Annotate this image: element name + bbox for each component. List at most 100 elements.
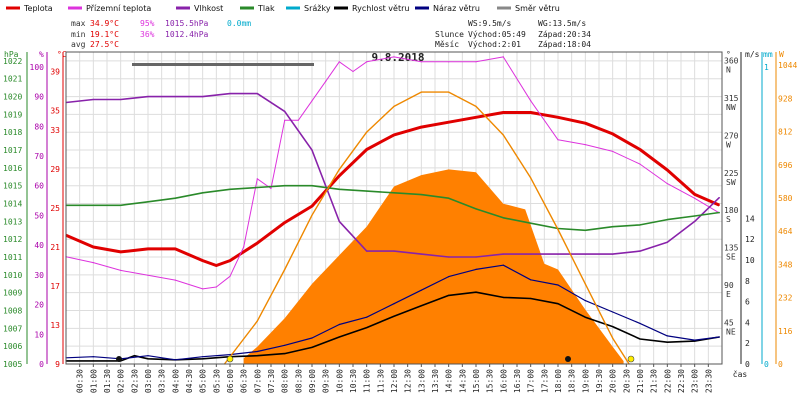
series-5-point-6: [229, 354, 231, 356]
temperature-tick-3: 21: [50, 243, 60, 252]
x-tick-28: 14:30: [458, 369, 467, 393]
series-5-point-17: [530, 279, 532, 281]
legend-label-1: Přízemní teplota: [86, 4, 151, 13]
wind-tick-0: 0: [745, 360, 750, 369]
stats-block: max 34.9°C 95% 1015.5hPa 0.0mm min 19.1°…: [71, 19, 251, 49]
series-1-point-13: [311, 100, 313, 102]
pressure-tick-1: 1006: [3, 342, 22, 351]
markers-layer: [116, 63, 635, 363]
series-7-point-6: [393, 105, 395, 107]
x-tick-13: 07:00: [253, 369, 262, 393]
legend: Teplota Přízemní teplota Vlhkost Tlak Srážky…: [6, 4, 560, 13]
direction-tick-7: 360: [724, 56, 739, 65]
x-tick-23: 12:00: [390, 369, 399, 393]
x-tick-8: 04:30: [185, 369, 194, 393]
rain-axis-unit: mm: [763, 50, 773, 59]
x-tick-40: 20:30: [622, 369, 631, 393]
x-tick-31: 16:00: [499, 369, 508, 393]
series-2-point-21: [639, 250, 641, 252]
series-1-point-9: [256, 178, 258, 180]
x-tick-11: 06:00: [226, 369, 235, 393]
temperature-tick-1: 13: [50, 321, 60, 330]
x-tick-3: 02:00: [117, 369, 126, 393]
series-4-point-12: [366, 327, 368, 329]
series-1-point-21: [475, 61, 477, 63]
series-4-point-9: [284, 353, 286, 355]
series-1-point-26: [612, 150, 614, 152]
pressure-tick-13: 1018: [3, 128, 22, 137]
wind-tick-5: 10: [745, 256, 755, 265]
series-7-point-14: [612, 337, 614, 339]
legend-label-7: Směr větru: [515, 4, 560, 13]
x-tick-0: 00:30: [76, 369, 85, 393]
series-1-point-25: [584, 144, 586, 146]
x-tick-14: 07:30: [267, 369, 276, 393]
stats-min-label: min: [71, 30, 86, 39]
x-tick-35: 18:00: [554, 369, 563, 393]
series-5-point-16: [502, 264, 504, 266]
series-2-point-9: [311, 149, 313, 151]
series-2-point-6: [229, 93, 231, 95]
wind-tick-4: 8: [745, 277, 750, 286]
series-4-point-13: [393, 315, 395, 317]
series-4-point-22: [639, 338, 641, 340]
stats-min-pres: 1012.4hPa: [165, 30, 209, 39]
pressure-tick-15: 1020: [3, 93, 22, 102]
direction-tick-0: 45: [724, 319, 734, 328]
wind-axis-unit: m/s: [745, 50, 760, 59]
x-axis-label: čas: [733, 369, 748, 379]
x-tick-26: 13:30: [431, 369, 440, 393]
series-7-point-13: [584, 283, 586, 285]
series-7-point-12: [557, 228, 559, 231]
series-3-point-6: [229, 188, 231, 190]
humidity-tick-9: 90: [34, 93, 44, 102]
temperature-tick-5: 29: [50, 165, 60, 174]
x-tick-22: 11:30: [376, 369, 385, 393]
wind-tick-1: 2: [745, 339, 750, 348]
series-4-point-16: [475, 291, 477, 293]
series-1-point-2: [120, 269, 122, 271]
pressure-tick-5: 1010: [3, 271, 22, 280]
humidity-axis-unit: %: [39, 50, 44, 59]
series-1-point-3: [147, 274, 149, 276]
series-0-point-5: [202, 260, 204, 262]
stats-max-pres: 1015.5hPa: [165, 19, 209, 28]
series-1-point-1: [92, 262, 94, 264]
pressure-tick-0: 1005: [3, 360, 22, 369]
x-tick-20: 10:30: [349, 369, 358, 393]
x-tick-6: 03:30: [158, 369, 167, 393]
x-tick-37: 19:00: [581, 369, 590, 393]
series-1-point-6: [215, 286, 217, 288]
x-tick-33: 17:00: [527, 369, 536, 393]
series-7-point-11: [530, 177, 532, 179]
x-tick-1: 01:00: [89, 369, 98, 393]
legend-label-2: Vlhkost: [194, 4, 223, 13]
pressure-tick-9: 1014: [3, 200, 22, 209]
humidity-tick-8: 80: [34, 122, 44, 131]
series-3-point-10: [338, 188, 340, 190]
series-5-point-8: [284, 344, 286, 346]
x-tick-12: 06:30: [240, 369, 249, 393]
x-tick-5: 03:00: [144, 369, 153, 393]
x-tick-25: 13:00: [417, 369, 426, 393]
solar-tick-2: 232: [778, 294, 793, 303]
series-0-point-9: [284, 222, 286, 224]
x-tick-7: 04:00: [171, 369, 180, 393]
series-0-point-3: [147, 248, 149, 250]
series-3-point-23: [694, 215, 696, 217]
series-3-point-21: [639, 224, 641, 226]
series-2-point-12: [393, 250, 395, 252]
series-7-point-7: [420, 91, 422, 93]
series-7-point-8: [448, 91, 450, 93]
temperature-tick-4: 25: [50, 204, 60, 213]
series-1-point-24: [557, 139, 559, 141]
series-3-point-14: [448, 197, 450, 199]
solar-layer: [243, 169, 624, 364]
series-1-point-10: [270, 187, 272, 190]
sunrise-time: Východ:05:49: [468, 30, 526, 39]
series-0-point-2: [120, 251, 122, 253]
x-tick-15: 08:00: [281, 369, 290, 393]
series-4-point-8: [256, 355, 258, 357]
pressure-tick-11: 1016: [3, 164, 22, 173]
